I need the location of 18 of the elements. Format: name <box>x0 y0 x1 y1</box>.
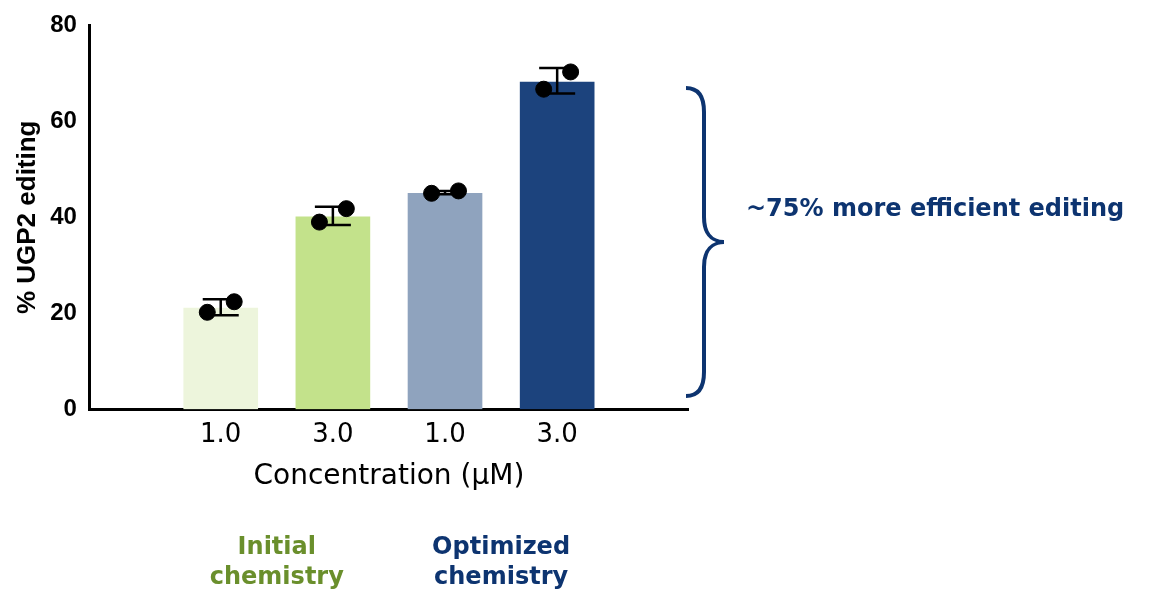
text: Initial chemistry <box>209 532 345 591</box>
y-tick-label: 40 <box>50 201 77 229</box>
x-tick-label: 3.0 <box>536 417 578 448</box>
y-tick-label: 0 <box>63 393 77 421</box>
x-tick-label: 1.0 <box>424 417 466 448</box>
y-tick-label: 60 <box>50 105 77 133</box>
text: Optimized chemistry <box>432 532 571 591</box>
x-tick-label: 3.0 <box>312 417 354 448</box>
y-axis-title: % UGP2 editing <box>10 120 41 315</box>
x-tick-label: 1.0 <box>200 417 242 448</box>
x-axis-title: Concentration (μM) <box>253 458 525 492</box>
y-tick-label: 80 <box>50 10 77 38</box>
bar <box>519 81 595 410</box>
bar <box>295 216 371 410</box>
bar <box>183 307 259 410</box>
bar <box>407 192 483 410</box>
y-tick-label: 20 <box>50 297 77 325</box>
text: ~75% more efficient editing <box>746 194 1126 222</box>
